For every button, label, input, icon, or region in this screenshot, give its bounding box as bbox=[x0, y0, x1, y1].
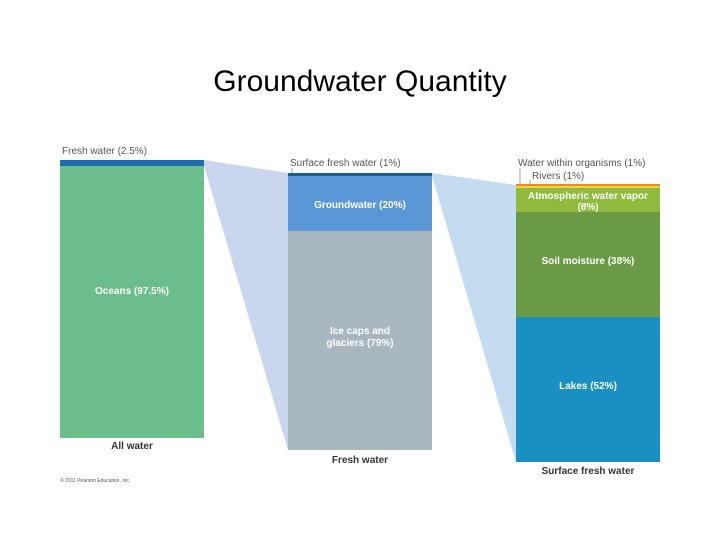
segment-label: (8%) bbox=[577, 202, 598, 213]
segment-label: Groundwater (20%) bbox=[314, 200, 406, 211]
organisms-strip bbox=[516, 184, 660, 186]
ice-segment bbox=[288, 231, 432, 450]
title: Groundwater Quantity bbox=[213, 65, 506, 98]
callout: Water within organisms (1%) bbox=[518, 158, 645, 169]
segment-label: Atmospheric water vapor bbox=[528, 191, 648, 202]
lakes-segment bbox=[516, 317, 660, 462]
soil-segment bbox=[516, 212, 660, 317]
connector bbox=[432, 173, 516, 462]
segment-label: Lakes (52%) bbox=[559, 381, 617, 392]
callout: Surface fresh water (1%) bbox=[290, 158, 401, 169]
segment-label: Oceans (97.5%) bbox=[95, 286, 169, 297]
column-label: Surface fresh water bbox=[542, 466, 635, 477]
segment-label: Ice caps and bbox=[330, 326, 390, 337]
column-label: All water bbox=[111, 441, 153, 452]
segment-label: glaciers (79%) bbox=[326, 338, 393, 349]
column-label: Fresh water bbox=[332, 455, 388, 466]
copyright: © 2011 Pearson Education, Inc. bbox=[60, 477, 130, 484]
groundwater-segment bbox=[288, 176, 432, 231]
vapor-segment bbox=[516, 188, 660, 212]
surface-strip bbox=[288, 173, 432, 176]
callout: Rivers (1%) bbox=[532, 171, 584, 182]
callout: Fresh water (2.5%) bbox=[62, 146, 147, 157]
oceans-segment bbox=[60, 166, 204, 438]
segment-label: Soil moisture (38%) bbox=[542, 256, 635, 267]
fresh-water-strip bbox=[60, 160, 204, 166]
connector bbox=[204, 160, 288, 450]
rivers-strip bbox=[516, 186, 660, 188]
